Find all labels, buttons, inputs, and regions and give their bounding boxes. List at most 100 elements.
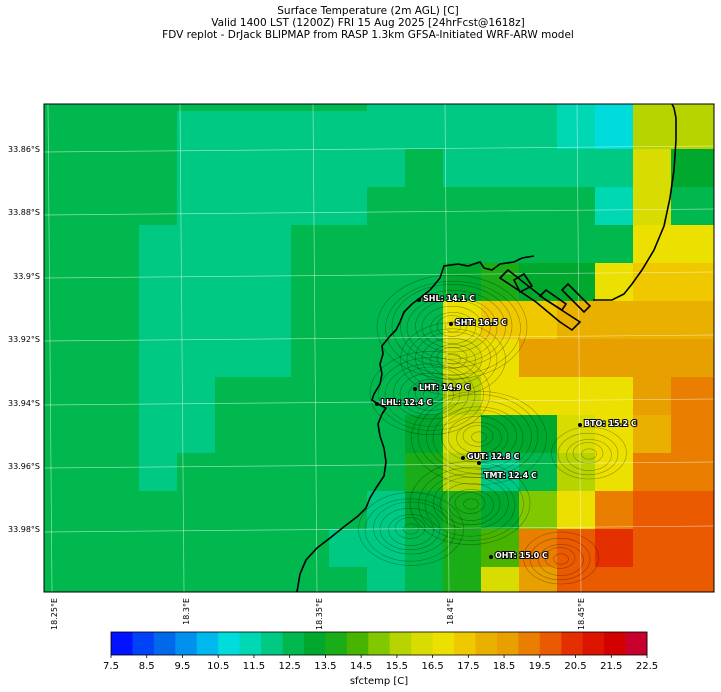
grid-cell: [215, 149, 254, 188]
grid-cell: [405, 339, 444, 378]
contour-line: [388, 514, 434, 546]
contour-line: [544, 547, 576, 569]
grid-cell: [671, 149, 714, 188]
grid-cell: [595, 529, 634, 568]
grid-cell: [367, 263, 406, 302]
grid-cell: [177, 491, 216, 530]
grid-cell: [253, 415, 292, 454]
grid-cell: [291, 301, 330, 340]
grid-cell: [177, 104, 216, 112]
colorbar-segment: [604, 632, 626, 655]
colorbar-tick-label: 9.5: [175, 661, 191, 672]
grid-cell: [177, 339, 216, 378]
contour-line: [409, 461, 531, 545]
grid-cell: [595, 225, 634, 264]
grid-cell: [671, 567, 714, 592]
colorbar-tick-label: 19.5: [529, 661, 551, 672]
grid-cell: [595, 111, 634, 150]
contour-line: [551, 426, 627, 480]
grid-cell: [139, 111, 178, 150]
grid-cell: [44, 263, 140, 302]
grid-cell: [405, 187, 444, 226]
grid-cell: [633, 104, 672, 112]
grid-cell: [595, 453, 634, 492]
grid-cell: [177, 187, 216, 226]
grid-cell: [329, 301, 368, 340]
contour-line: [406, 328, 498, 392]
grid-cell: [44, 301, 140, 340]
colorbar-tick-label: 7.5: [103, 661, 119, 672]
grid-cell: [443, 187, 482, 226]
title-line-3: FDV replot - DrJack BLIPMAP from RASP 1.…: [162, 29, 574, 41]
grid-cell: [671, 491, 714, 530]
grid-cell: [557, 453, 596, 492]
grid-cell: [139, 263, 178, 302]
colorbar-frame: [110, 631, 648, 656]
grid-cell: [481, 453, 520, 492]
grid-cell: [215, 187, 254, 226]
grid-cell: [405, 111, 444, 150]
colorbar-tick-label: 20.5: [564, 661, 586, 672]
colorbar-segment: [239, 632, 262, 655]
grid-cell: [139, 187, 178, 226]
contour-line: [378, 357, 484, 431]
grid-cell: [557, 339, 596, 378]
station-dot-oht: [489, 555, 493, 559]
grid-cell: [443, 263, 482, 302]
grid-cell: [177, 225, 216, 264]
longitude-label: 18.35°E: [315, 598, 324, 630]
colorbar-segment: [475, 632, 498, 655]
grid-cell: [253, 301, 292, 340]
grid-cell: [215, 111, 254, 150]
colorbar-segment: [625, 632, 648, 655]
latitude-label: 33.98°S: [8, 525, 40, 534]
grid-cell: [481, 187, 520, 226]
grid-cell: [367, 415, 406, 454]
grid-cell: [139, 225, 178, 264]
grid-cell: [177, 415, 216, 454]
contour-line: [462, 425, 494, 447]
colorbar-segment: [132, 632, 155, 655]
grid-cell: [215, 225, 254, 264]
grid-cell: [671, 187, 714, 226]
latitude-gridline: [44, 398, 714, 406]
contour-line: [430, 312, 476, 344]
grid-cell: [671, 453, 714, 492]
grid-cell: [405, 415, 444, 454]
grid-cell: [367, 567, 406, 592]
grid-cell: [177, 111, 216, 150]
grid-cell: [291, 377, 330, 416]
grid-cell: [405, 567, 444, 592]
contour-line: [557, 432, 619, 476]
grid-cell: [253, 111, 292, 150]
coastline-east: [593, 104, 677, 301]
grid-cell: [253, 104, 292, 112]
contour-line: [399, 372, 461, 416]
grid-cell: [519, 415, 558, 454]
contour-line: [385, 280, 521, 376]
station-label-lhl: LHL: 12.4 C: [381, 398, 432, 407]
contour-line: [553, 553, 569, 565]
grid-cell: [44, 339, 140, 378]
grid-cell: [481, 104, 520, 112]
grid-cell: [557, 149, 596, 188]
contour-line: [408, 379, 454, 411]
station-dot-shl: [417, 298, 421, 302]
grid-cell: [519, 453, 558, 492]
grid-cell: [44, 567, 140, 592]
grid-cell: [44, 491, 140, 530]
map-frame: [43, 103, 715, 593]
grid-cell: [253, 377, 292, 416]
longitude-labels: 18.25°E 18.3°E 18.35°E 18.4°E 18.45°E: [50, 598, 586, 630]
station-dot-tmt: [477, 461, 481, 465]
grid-cell: [139, 491, 178, 530]
grid-cell: [671, 225, 714, 264]
grid-cell: [595, 301, 634, 340]
colorbar-tick-label: 10.5: [207, 661, 229, 672]
grid-cell: [177, 377, 216, 416]
longitude-label: 18.3°E: [182, 598, 191, 625]
grid-cell: [367, 111, 406, 150]
grid-cell: [215, 263, 254, 302]
map-area: SHL: 14.1 C SHT: 16.5 C LHT: 14.9 C LHL: 12…: [44, 104, 714, 592]
